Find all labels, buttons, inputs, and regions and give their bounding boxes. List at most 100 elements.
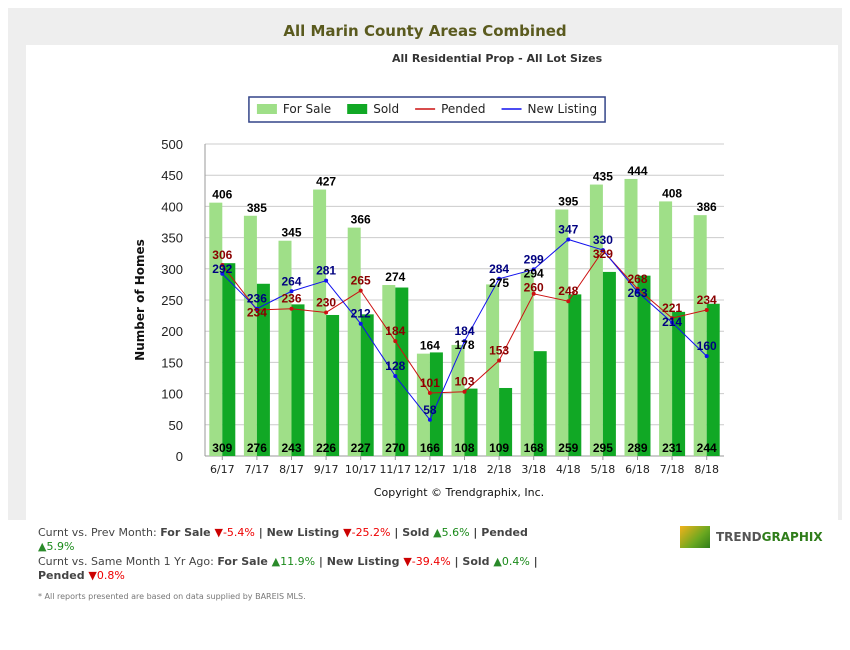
y-tick-label: 300 (161, 262, 183, 277)
data-label-new-listing: 212 (351, 307, 371, 321)
bar-for-sale (589, 184, 603, 456)
data-label-pended: 234 (247, 306, 267, 320)
stats-prev-month: Curnt vs. Prev Month: For Sale ▼-5.4% | … (38, 526, 558, 554)
point-new-listing (462, 339, 467, 344)
bar-for-sale (520, 272, 534, 456)
data-label-for-sale: 178 (454, 338, 474, 352)
x-tick-label: 7/17 (245, 463, 270, 476)
data-label-for-sale: 408 (662, 186, 682, 200)
stat-value: 5.6% (441, 526, 470, 539)
data-label-sold: 289 (627, 441, 647, 455)
legend-label-new-listing: New Listing (528, 102, 598, 116)
bar-for-sale (659, 201, 673, 456)
x-tick-label: 6/18 (625, 463, 650, 476)
stat-label: For Sale (217, 555, 272, 568)
data-label-sold: 244 (697, 441, 717, 455)
chart: 0 50 100 150 200 250 300 350 400 450 500 Number of … (133, 96, 724, 499)
x-tick-label: 12/17 (414, 463, 446, 476)
data-label-pended: 329 (593, 247, 613, 261)
bar-sold (222, 263, 236, 456)
x-tick-label: 5/18 (591, 463, 616, 476)
x-tick-label: 7/18 (660, 463, 685, 476)
copyright: Copyright © Trendgraphix, Inc. (374, 486, 544, 499)
point-pended (531, 291, 536, 296)
data-label-sold: 226 (316, 441, 336, 455)
data-label-sold: 227 (351, 441, 371, 455)
bar-sold (533, 351, 547, 456)
logo-text-graphix: GRAPHIX (761, 530, 823, 544)
data-label-new-listing: 281 (316, 264, 336, 278)
data-label-pended: 153 (489, 344, 509, 358)
data-label-pended: 236 (281, 292, 301, 306)
point-pended (289, 306, 294, 311)
point-new-listing (670, 320, 675, 325)
stat-label: Sold (402, 526, 434, 539)
legend-swatch-for-sale (256, 104, 277, 114)
x-tick-label: 1/18 (452, 463, 477, 476)
data-label-for-sale: 294 (524, 266, 544, 280)
point-new-listing (358, 321, 363, 326)
point-pended (704, 307, 709, 312)
point-new-listing (289, 289, 294, 294)
stat-label: New Listing (326, 555, 404, 568)
stat-value: -25.2% (351, 526, 391, 539)
data-label-new-listing: 292 (212, 262, 232, 276)
separator: | (390, 526, 403, 539)
arrow-up-icon: ▲ (271, 555, 281, 568)
data-label-for-sale: 345 (281, 226, 301, 240)
data-label-new-listing: 264 (281, 274, 301, 288)
stat-value: 0.4% (501, 555, 530, 568)
bar-sold (672, 311, 686, 456)
data-label-pended: 306 (212, 248, 232, 262)
data-label-for-sale: 274 (385, 270, 405, 284)
x-tick-label: 8/18 (694, 463, 719, 476)
bar-for-sale (347, 227, 361, 456)
point-new-listing (427, 417, 432, 422)
y-tick-label: 500 (161, 137, 183, 152)
data-label-sold: 276 (247, 441, 267, 455)
data-label-for-sale: 164 (420, 339, 440, 353)
separator: | (450, 555, 463, 568)
point-new-listing (531, 267, 536, 272)
bar-for-sale (451, 344, 465, 456)
point-pended (462, 389, 467, 394)
data-label-sold: 243 (281, 441, 301, 455)
point-pended (427, 390, 432, 395)
chart-subtitle: All Residential Prop - All Lot Sizes (392, 52, 603, 65)
bar-sold (637, 275, 651, 456)
bar-sold (568, 294, 582, 456)
y-tick-label: 50 (169, 418, 183, 433)
point-pended (220, 263, 225, 268)
data-label-new-listing: 347 (558, 222, 578, 236)
point-pended (324, 310, 329, 315)
x-tick-label: 11/17 (379, 463, 411, 476)
data-label-sold: 166 (420, 441, 440, 455)
y-tick-label: 400 (161, 199, 183, 214)
chart-title: All Marin County Areas Combined (283, 22, 567, 40)
point-new-listing (600, 248, 605, 253)
data-label-for-sale: 435 (593, 170, 613, 184)
bar-sold (464, 388, 478, 456)
point-pended (635, 286, 640, 291)
data-label-new-listing: 160 (697, 339, 717, 353)
data-label-sold: 108 (454, 441, 474, 455)
x-tick-label: 3/18 (521, 463, 546, 476)
y-axis-label: Number of Homes (133, 239, 147, 361)
point-new-listing (254, 306, 259, 311)
data-label-sold: 295 (593, 441, 613, 455)
bar-for-sale (693, 215, 707, 456)
footnote: * All reports presented are based on dat… (38, 592, 306, 601)
separator: | (469, 526, 482, 539)
stats-year-ago: Curnt vs. Same Month 1 Yr Ago: For Sale … (38, 555, 558, 583)
bar-sold (326, 314, 340, 456)
logo-icon (680, 526, 710, 548)
data-label-pended: 101 (420, 376, 440, 390)
stat-value: -5.4% (222, 526, 255, 539)
bar-for-sale (486, 284, 500, 456)
data-label-new-listing: 214 (662, 315, 682, 329)
stats-year-label: Curnt vs. Same Month 1 Yr Ago: (38, 555, 214, 568)
data-label-pended: 103 (454, 375, 474, 389)
arrow-down-icon: ▼ (403, 555, 412, 568)
point-pended (358, 288, 363, 293)
data-label-pended: 184 (385, 324, 405, 338)
